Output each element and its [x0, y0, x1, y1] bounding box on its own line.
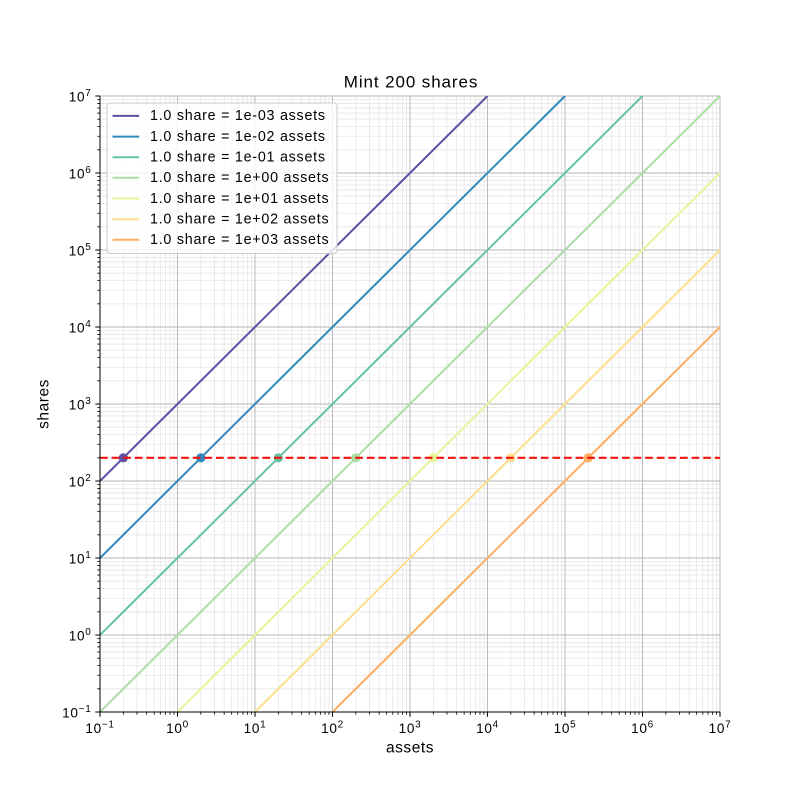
svg-text:1.0 share = 1e+01 assets: 1.0 share = 1e+01 assets — [150, 191, 329, 207]
svg-text:1.0 share = 1e-03 assets: 1.0 share = 1e-03 assets — [150, 108, 326, 124]
svg-text:shares: shares — [36, 379, 53, 429]
svg-text:1.0 share = 1e-01 assets: 1.0 share = 1e-01 assets — [150, 150, 326, 166]
svg-text:assets: assets — [386, 740, 434, 757]
svg-text:Mint 200 shares: Mint 200 shares — [344, 73, 478, 92]
svg-text:1.0 share = 1e-02 assets: 1.0 share = 1e-02 assets — [150, 129, 326, 145]
svg-text:1.0 share = 1e+03 assets: 1.0 share = 1e+03 assets — [150, 232, 329, 248]
svg-text:1.0 share = 1e+00 assets: 1.0 share = 1e+00 assets — [150, 170, 329, 186]
svg-text:1.0 share = 1e+02 assets: 1.0 share = 1e+02 assets — [150, 212, 329, 228]
